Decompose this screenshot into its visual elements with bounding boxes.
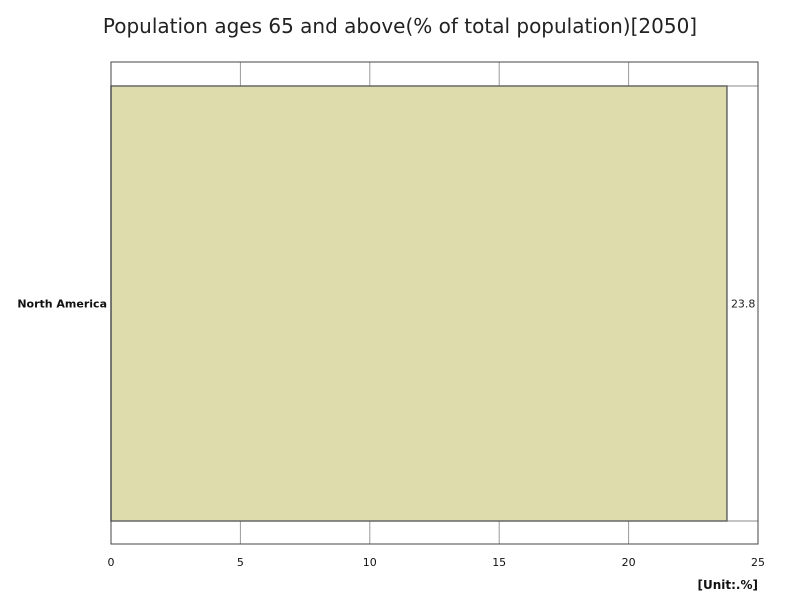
category-label: North America — [17, 298, 107, 311]
bar-north-america — [110, 85, 728, 522]
x-tick-label-25: 25 — [751, 556, 765, 569]
bar-layer — [110, 85, 728, 522]
data-label: 23.8 — [731, 298, 756, 311]
chart-title: Population ages 65 and above(% of total … — [102, 14, 698, 38]
x-tick-label-5: 5 — [237, 556, 244, 569]
x-tick-label-0: 0 — [108, 556, 115, 569]
plot-frame — [110, 61, 759, 545]
labels-layer: North America 23.8 — [17, 298, 755, 311]
x-tick-label-15: 15 — [492, 556, 506, 569]
x-axis-ticks: 0 5 10 15 20 25 — [108, 556, 766, 569]
unit-label: [Unit:.%] — [698, 578, 759, 592]
x-tick-label-20: 20 — [622, 556, 636, 569]
x-tick-label-10: 10 — [363, 556, 377, 569]
